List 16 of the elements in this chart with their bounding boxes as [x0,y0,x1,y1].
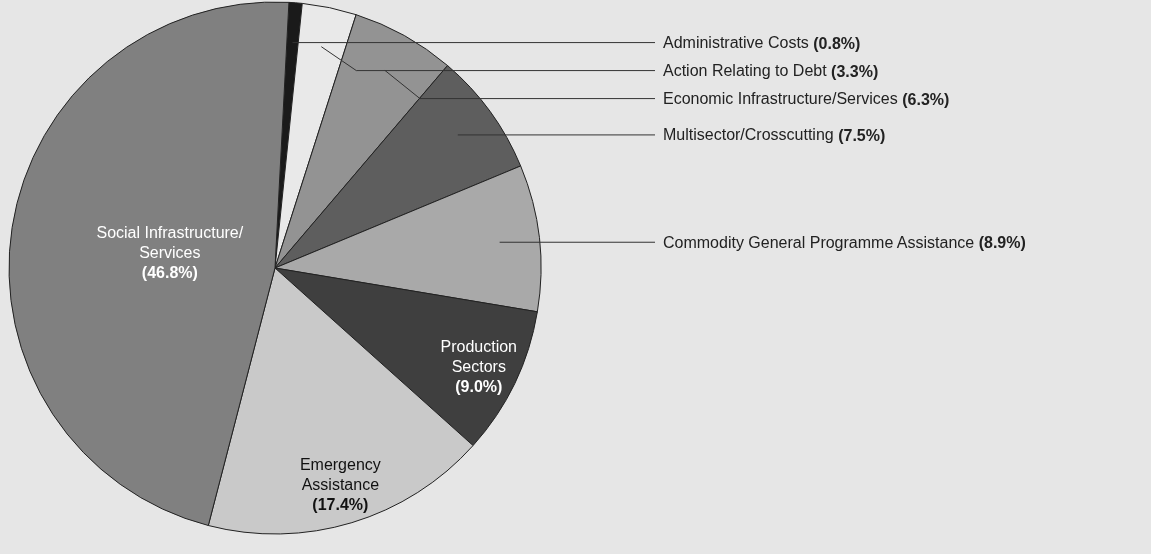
slice-label: Social Infrastructure/ Services [96,223,244,261]
data-label: (0.8%) [813,34,861,52]
slice-label: Economic Infrastructure/Services [663,90,898,108]
slice-label: Commodity General Programme Assistance [663,233,975,251]
data-label: (46.8%) [141,263,198,281]
data-label: (6.3%) [902,90,950,108]
data-label: (17.4%) [312,495,369,513]
data-label: (8.9%) [978,233,1026,251]
slice-label: Multisector/Crosscutting [663,126,834,144]
data-label: (9.0%) [455,377,503,395]
slice-label: Production Sectors [440,337,518,375]
slice-label: Administrative Costs [663,34,809,52]
data-label: (3.3%) [831,62,879,80]
slice-label: Action Relating to Debt [663,62,827,80]
slice-label: Emergency Assistance [299,455,381,493]
data-label: (7.5%) [838,126,886,144]
